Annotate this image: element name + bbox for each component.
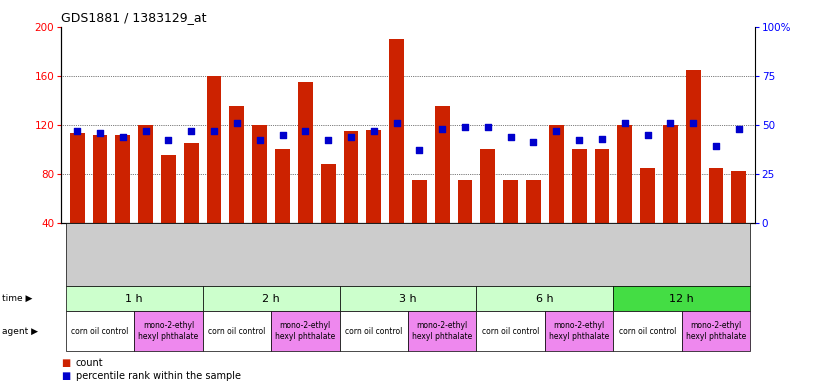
Bar	[435, 106, 450, 223]
Point	[230, 120, 243, 126]
Point	[596, 136, 609, 142]
Bar	[344, 131, 358, 223]
Text: corn oil control: corn oil control	[71, 327, 129, 336]
Bar	[161, 156, 176, 223]
Bar	[69, 133, 85, 223]
Point	[276, 131, 289, 138]
Text: 6 h: 6 h	[536, 293, 554, 304]
Bar	[389, 39, 404, 223]
Point	[139, 127, 152, 134]
Point	[71, 127, 84, 134]
Point	[732, 126, 745, 132]
Bar	[503, 180, 518, 223]
Text: corn oil control: corn oil control	[345, 327, 402, 336]
Bar	[229, 106, 244, 223]
Point	[299, 127, 312, 134]
Point	[550, 127, 563, 134]
Point	[322, 137, 335, 144]
Bar	[481, 149, 495, 223]
Bar	[321, 164, 335, 223]
Bar	[206, 76, 221, 223]
Point	[116, 134, 129, 140]
Text: percentile rank within the sample: percentile rank within the sample	[76, 371, 241, 381]
Point	[253, 137, 266, 144]
Bar	[138, 125, 153, 223]
Text: corn oil control: corn oil control	[619, 327, 676, 336]
Point	[504, 134, 517, 140]
Point	[436, 126, 449, 132]
Point	[94, 129, 107, 136]
Bar	[618, 125, 632, 223]
Bar	[298, 82, 313, 223]
Bar	[572, 149, 587, 223]
Text: 12 h: 12 h	[669, 293, 694, 304]
Bar	[708, 168, 724, 223]
Text: mono-2-ethyl
hexyl phthalate: mono-2-ethyl hexyl phthalate	[138, 321, 198, 341]
Point	[390, 120, 403, 126]
Point	[459, 124, 472, 130]
Text: time ▶: time ▶	[2, 294, 32, 303]
Point	[481, 124, 494, 130]
Bar	[526, 180, 541, 223]
Bar	[595, 149, 610, 223]
Point	[641, 131, 654, 138]
Point	[207, 127, 220, 134]
Bar	[640, 168, 655, 223]
Point	[573, 137, 586, 144]
Text: mono-2-ethyl
hexyl phthalate: mono-2-ethyl hexyl phthalate	[686, 321, 746, 341]
Bar	[184, 143, 198, 223]
Bar	[275, 149, 290, 223]
Bar	[92, 135, 108, 223]
Text: ■: ■	[61, 358, 70, 368]
Text: corn oil control: corn oil control	[482, 327, 539, 336]
Point	[527, 139, 540, 146]
Text: mono-2-ethyl
hexyl phthalate: mono-2-ethyl hexyl phthalate	[412, 321, 472, 341]
Bar	[685, 70, 701, 223]
Bar	[412, 180, 427, 223]
Text: corn oil control: corn oil control	[208, 327, 265, 336]
Text: agent ▶: agent ▶	[2, 327, 38, 336]
Point	[344, 134, 357, 140]
Text: 3 h: 3 h	[399, 293, 417, 304]
Text: mono-2-ethyl
hexyl phthalate: mono-2-ethyl hexyl phthalate	[275, 321, 335, 341]
Bar	[115, 135, 131, 223]
Point	[709, 143, 722, 149]
Point	[184, 127, 197, 134]
Bar	[458, 180, 472, 223]
Text: ■: ■	[61, 371, 70, 381]
Text: mono-2-ethyl
hexyl phthalate: mono-2-ethyl hexyl phthalate	[549, 321, 610, 341]
Text: 2 h: 2 h	[262, 293, 280, 304]
Bar	[252, 125, 267, 223]
Point	[367, 127, 380, 134]
Bar	[366, 130, 381, 223]
Point	[664, 120, 677, 126]
Point	[413, 147, 426, 153]
Text: count: count	[76, 358, 104, 368]
Point	[687, 120, 700, 126]
Bar	[549, 125, 564, 223]
Point	[619, 120, 632, 126]
Text: 1 h: 1 h	[126, 293, 143, 304]
Bar	[731, 171, 747, 223]
Text: GDS1881 / 1383129_at: GDS1881 / 1383129_at	[61, 11, 206, 24]
Bar	[663, 125, 678, 223]
Point	[162, 137, 175, 144]
